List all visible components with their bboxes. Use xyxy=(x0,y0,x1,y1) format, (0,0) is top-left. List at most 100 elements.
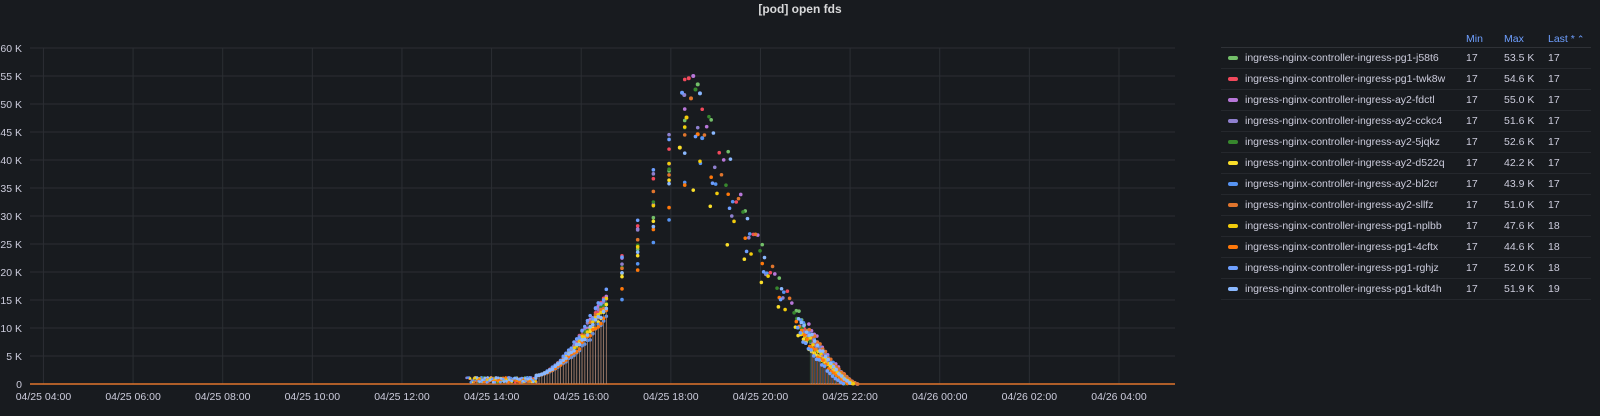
data-point xyxy=(601,298,606,302)
series-color-swatch[interactable] xyxy=(1228,203,1238,207)
legend-series-name[interactable]: ingress-nginx-controller-ingress-ay2-sll… xyxy=(1221,195,1466,215)
legend-row[interactable]: ingress-nginx-controller-ingress-ay2-cck… xyxy=(1221,111,1591,132)
series-ingress-nginx-controller-ingress-pg1-j58t6 xyxy=(469,82,852,385)
legend-row[interactable]: ingress-nginx-controller-ingress-ay2-fdc… xyxy=(1221,90,1591,111)
data-point xyxy=(762,255,767,260)
data-point xyxy=(796,316,801,321)
legend-series-label: ingress-nginx-controller-ingress-pg1-rgh… xyxy=(1245,262,1439,274)
data-point xyxy=(721,158,726,162)
legend-min-value: 17 xyxy=(1466,157,1478,169)
legend-max-header[interactable]: Max xyxy=(1504,33,1524,45)
legend-series-name[interactable]: ingress-nginx-controller-ingress-pg1-j58… xyxy=(1221,48,1466,68)
data-point xyxy=(545,370,549,374)
data-point xyxy=(764,271,769,275)
series-color-swatch[interactable] xyxy=(1228,245,1238,249)
data-point xyxy=(708,204,713,209)
data-point xyxy=(702,133,707,137)
data-point xyxy=(707,114,711,119)
legend-max-value: 51.6 K xyxy=(1504,115,1535,127)
legend-series-name[interactable]: ingress-nginx-controller-ingress-ay2-5jq… xyxy=(1221,132,1466,152)
data-point xyxy=(599,315,603,320)
data-point xyxy=(787,296,792,301)
series-color-swatch[interactable] xyxy=(1228,182,1238,186)
legend-series-name[interactable]: ingress-nginx-controller-ingress-pg1-rgh… xyxy=(1221,258,1466,278)
data-point xyxy=(550,367,555,371)
data-point xyxy=(604,302,609,307)
x-axis: 04/25 04:00 04/25 06:00 04/25 08:00 04/25 1… xyxy=(16,391,1147,403)
legend-row[interactable]: ingress-nginx-controller-ingress-pg1-npl… xyxy=(1221,216,1591,237)
legend-series-name[interactable]: ingress-nginx-controller-ingress-ay2-d52… xyxy=(1221,153,1466,173)
data-point xyxy=(491,380,495,384)
data-point xyxy=(758,249,762,253)
series-layer xyxy=(30,74,1175,386)
legend-series-name[interactable]: ingress-nginx-controller-ingress-ay2-cck… xyxy=(1221,111,1466,131)
data-point xyxy=(719,172,724,177)
legend-min-header[interactable]: Min xyxy=(1466,33,1483,45)
data-point xyxy=(682,180,687,185)
legend-row[interactable]: ingress-nginx-controller-ingress-pg1-4cf… xyxy=(1221,237,1591,258)
legend-series-name[interactable]: ingress-nginx-controller-ingress-pg1-npl… xyxy=(1221,216,1466,236)
series-color-swatch[interactable] xyxy=(1228,287,1238,291)
data-point xyxy=(588,329,592,334)
data-point xyxy=(810,332,814,337)
legend-series-label: ingress-nginx-controller-ingress-pg1-npl… xyxy=(1245,220,1442,232)
data-point xyxy=(667,181,671,186)
legend-row[interactable]: ingress-nginx-controller-ingress-ay2-sll… xyxy=(1221,195,1591,216)
data-point xyxy=(831,364,836,369)
legend-min-value: 17 xyxy=(1466,73,1478,85)
timeseries-chart[interactable]: 60 K 55 K 50 K 45 K 40 K 35 K 30 K 25 K 20 K 15 K… xyxy=(0,0,1210,416)
data-point xyxy=(770,264,775,269)
data-point xyxy=(620,274,624,279)
legend-series-name[interactable]: ingress-nginx-controller-ingress-ay2-bl2… xyxy=(1221,174,1466,194)
legend-max-value: 54.6 K xyxy=(1504,73,1535,85)
legend-row[interactable]: ingress-nginx-controller-ingress-ay2-5jq… xyxy=(1221,132,1591,153)
legend-row[interactable]: ingress-nginx-controller-ingress-ay2-d52… xyxy=(1221,153,1591,174)
series-color-swatch[interactable] xyxy=(1228,77,1238,81)
data-point xyxy=(766,274,770,278)
legend-row[interactable]: ingress-nginx-controller-ingress-pg1-j58… xyxy=(1221,48,1591,69)
data-point xyxy=(727,206,732,211)
series-color-swatch[interactable] xyxy=(1228,119,1238,123)
legend-series-name[interactable]: ingress-nginx-controller-ingress-pg1-twk… xyxy=(1221,69,1466,89)
series-color-swatch[interactable] xyxy=(1228,56,1238,60)
legend-series-name[interactable]: ingress-nginx-controller-ingress-pg1-kdt… xyxy=(1221,279,1466,299)
data-point xyxy=(591,322,595,327)
data-point xyxy=(558,361,563,365)
legend-max-value: 52.6 K xyxy=(1504,136,1535,148)
data-point xyxy=(790,301,794,305)
series-color-swatch[interactable] xyxy=(1228,224,1238,228)
legend-row[interactable]: ingress-nginx-controller-ingress-ay2-bl2… xyxy=(1221,174,1591,195)
data-point xyxy=(553,364,558,369)
data-point xyxy=(635,261,640,266)
data-point xyxy=(572,349,576,353)
legend-row[interactable]: ingress-nginx-controller-ingress-pg1-kdt… xyxy=(1221,279,1591,300)
data-point xyxy=(847,381,852,385)
data-point xyxy=(667,218,671,222)
data-point xyxy=(715,191,719,196)
legend-last-header[interactable]: Last * xyxy=(1548,33,1575,45)
data-point xyxy=(815,343,820,348)
legend-min-value: 17 xyxy=(1466,115,1478,127)
data-point xyxy=(832,371,836,376)
series-color-swatch[interactable] xyxy=(1228,161,1238,165)
data-point xyxy=(709,175,713,180)
legend-row[interactable]: ingress-nginx-controller-ingress-pg1-rgh… xyxy=(1221,258,1591,279)
data-point xyxy=(494,376,498,380)
legend-row[interactable]: ingress-nginx-controller-ingress-pg1-twk… xyxy=(1221,69,1591,90)
legend-series-name[interactable]: ingress-nginx-controller-ingress-ay2-fdc… xyxy=(1221,90,1466,110)
data-point xyxy=(532,380,535,384)
data-point xyxy=(620,297,624,302)
legend-series-label: ingress-nginx-controller-ingress-ay2-fdc… xyxy=(1245,94,1435,106)
data-point xyxy=(599,302,603,306)
series-color-swatch[interactable] xyxy=(1228,266,1238,270)
series-color-swatch[interactable] xyxy=(1228,98,1238,102)
legend-last-value: 19 xyxy=(1548,283,1560,295)
data-point xyxy=(802,333,807,337)
legend-series-name[interactable]: ingress-nginx-controller-ingress-pg1-4cf… xyxy=(1221,237,1466,257)
data-point xyxy=(684,115,689,120)
panel-title[interactable]: [pod] open fds xyxy=(758,2,842,16)
data-point xyxy=(582,330,587,334)
data-point xyxy=(747,235,751,240)
series-color-swatch[interactable] xyxy=(1228,140,1238,144)
data-point xyxy=(582,324,587,329)
